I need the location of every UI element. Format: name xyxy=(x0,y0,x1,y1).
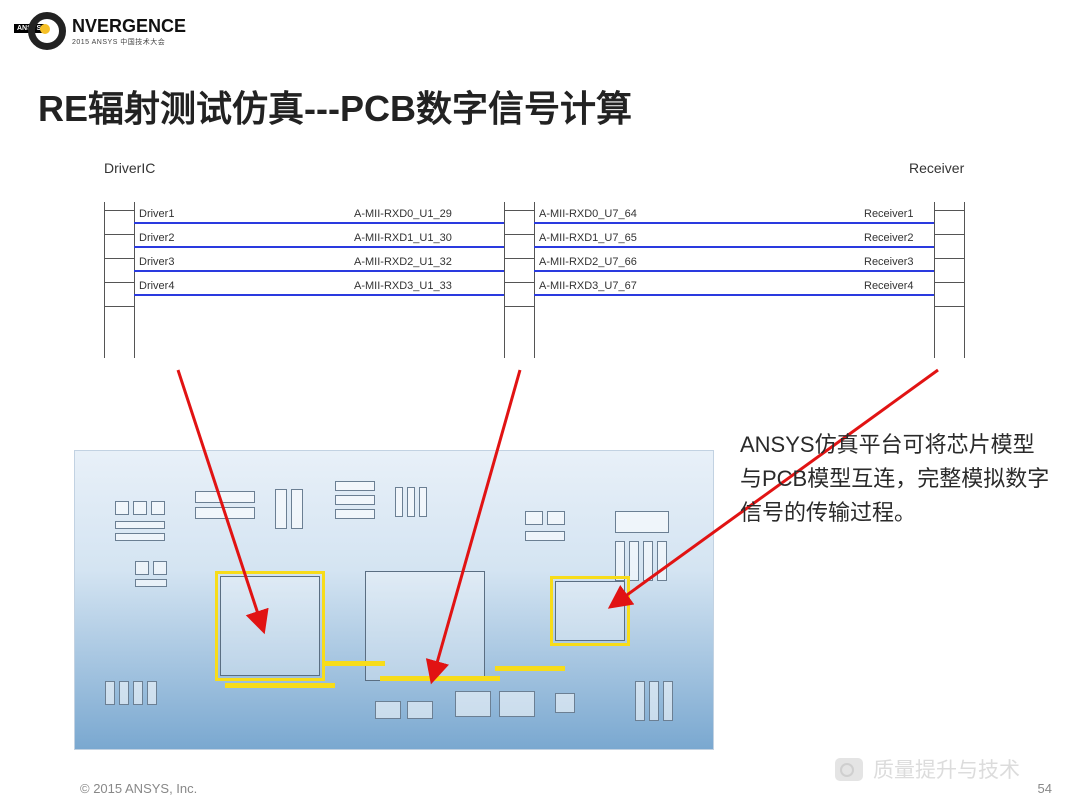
pcb-component xyxy=(615,511,669,533)
wechat-watermark: 质量提升与技术 xyxy=(835,754,1020,784)
pcb-layout xyxy=(74,450,714,750)
driver-header: DriverIC xyxy=(104,160,155,176)
receiver-label: Receiver4 xyxy=(864,280,914,292)
pcb-component xyxy=(643,541,653,581)
pcb-component xyxy=(657,541,667,581)
pcb-component xyxy=(275,489,287,529)
pcb-highlight xyxy=(550,576,630,646)
pcb-component xyxy=(555,693,575,713)
pcb-component xyxy=(547,511,565,525)
driver-label: Driver2 xyxy=(139,232,174,244)
copyright: © 2015 ANSYS, Inc. xyxy=(80,781,197,796)
signal-schematic: DriverIC Receiver Driver1 A-MII-RXD0_U1_2… xyxy=(74,160,974,360)
pcb-component xyxy=(115,533,165,541)
pcb-component xyxy=(407,487,415,517)
pcb-component xyxy=(525,511,543,525)
pcb-component xyxy=(335,509,375,519)
pcb-component xyxy=(663,681,673,721)
pcb-component xyxy=(195,491,255,503)
driver-label: Driver1 xyxy=(139,208,174,220)
logo-icon xyxy=(28,12,66,50)
pcb-component xyxy=(335,481,375,491)
logo-sub-text: 2015 ANSYS 中国技术大会 xyxy=(72,37,186,47)
pcb-component xyxy=(119,681,129,705)
pcb-component xyxy=(419,487,427,517)
slide-title: RE辐射测试仿真---PCB数字信号计算 xyxy=(38,80,632,132)
pcb-component xyxy=(105,681,115,705)
wechat-icon xyxy=(835,758,863,781)
signal-b-label: A-MII-RXD3_U7_67 xyxy=(539,280,637,292)
pcb-component xyxy=(133,681,143,705)
signal-a-label: A-MII-RXD3_U1_33 xyxy=(354,280,452,292)
receiver-header: Receiver xyxy=(909,160,964,176)
pcb-component xyxy=(133,501,147,515)
pcb-component xyxy=(135,561,149,575)
pcb-component xyxy=(151,501,165,515)
signal-b-label: A-MII-RXD1_U7_65 xyxy=(539,232,637,244)
pcb-component xyxy=(153,561,167,575)
pcb-component xyxy=(407,701,433,719)
pcb-highlight xyxy=(215,571,325,681)
schematic-row: Driver2 A-MII-RXD1_U1_30 A-MII-RXD1_U7_65 R… xyxy=(74,234,974,258)
schematic-row: Driver3 A-MII-RXD2_U1_32 A-MII-RXD2_U7_66 R… xyxy=(74,258,974,282)
signal-b-label: A-MII-RXD0_U7_64 xyxy=(539,208,637,220)
page-number: 54 xyxy=(1038,781,1052,796)
pcb-component xyxy=(147,681,157,705)
pcb-component xyxy=(649,681,659,721)
pcb-component xyxy=(335,495,375,505)
schematic-row: Driver1 A-MII-RXD0_U1_29 A-MII-RXD0_U7_64 R… xyxy=(74,210,974,234)
pcb-component xyxy=(635,681,645,721)
driver-label: Driver3 xyxy=(139,256,174,268)
signal-a-label: A-MII-RXD1_U1_30 xyxy=(354,232,452,244)
pcb-component xyxy=(629,541,639,581)
pcb-trace xyxy=(380,676,500,681)
pcb-trace xyxy=(495,666,565,671)
pcb-component xyxy=(115,501,129,515)
receiver-label: Receiver1 xyxy=(864,208,914,220)
driver-label: Driver4 xyxy=(139,280,174,292)
pcb-component xyxy=(499,691,535,717)
schematic-row: Driver4 A-MII-RXD3_U1_33 A-MII-RXD3_U7_67 R… xyxy=(74,282,974,306)
logo-main-text: NVERGENCE xyxy=(72,16,186,37)
signal-a-label: A-MII-RXD0_U1_29 xyxy=(354,208,452,220)
pcb-component xyxy=(195,507,255,519)
pcb-component xyxy=(291,489,303,529)
receiver-label: Receiver2 xyxy=(864,232,914,244)
pcb-component xyxy=(395,487,403,517)
description-text: ANSYS仿真平台可将芯片模型与PCB模型互连，完整模拟数字信号的传输过程。 xyxy=(740,428,1050,530)
pcb-component xyxy=(135,579,167,587)
pcb-trace xyxy=(225,683,335,688)
watermark-text: 质量提升与技术 xyxy=(873,754,1020,784)
signal-a-label: A-MII-RXD2_U1_32 xyxy=(354,256,452,268)
pcb-component xyxy=(115,521,165,529)
pcb-component xyxy=(525,531,565,541)
pcb-component xyxy=(615,541,625,581)
pcb-component xyxy=(375,701,401,719)
pcb-trace xyxy=(325,661,385,666)
signal-b-label: A-MII-RXD2_U7_66 xyxy=(539,256,637,268)
conference-logo: ANSYS NVERGENCE 2015 ANSYS 中国技术大会 xyxy=(28,12,186,50)
logo-text: NVERGENCE 2015 ANSYS 中国技术大会 xyxy=(72,16,186,47)
receiver-label: Receiver3 xyxy=(864,256,914,268)
pcb-component xyxy=(455,691,491,717)
